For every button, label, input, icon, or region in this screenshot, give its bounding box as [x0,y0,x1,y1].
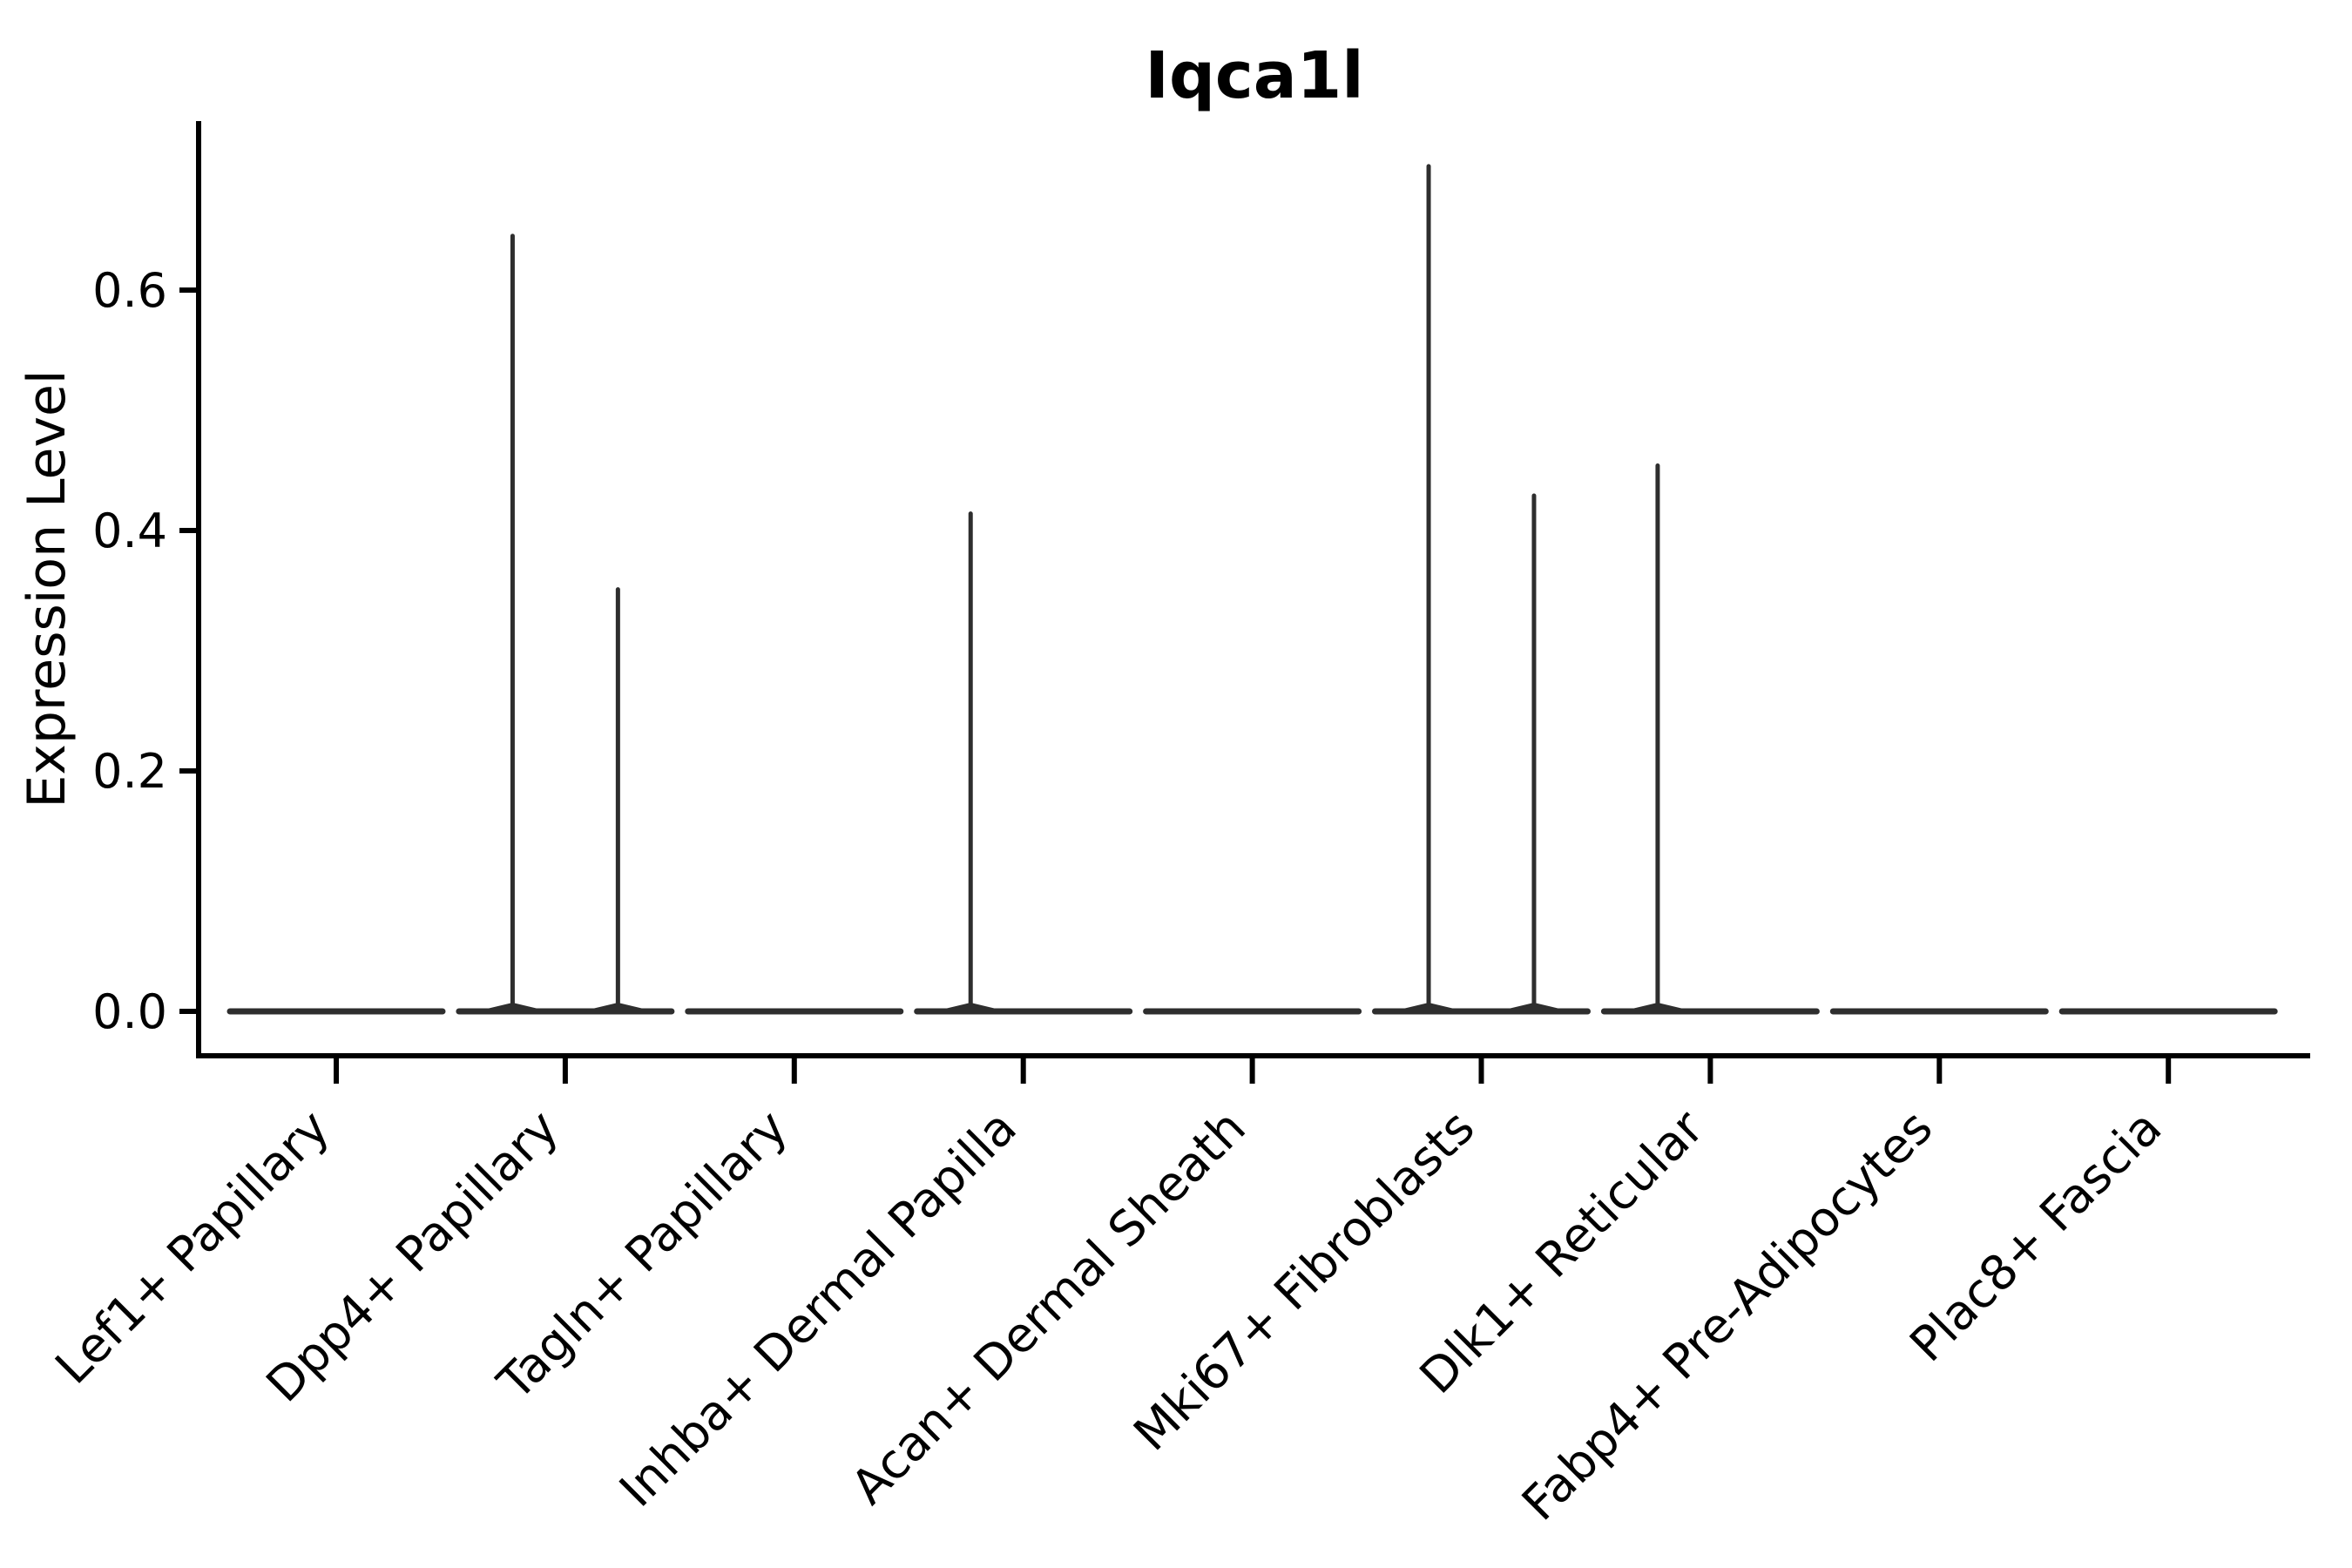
y-tick-label: 0.6 [92,263,167,318]
violin [1600,463,1820,1015]
x-tick-label: Acan+ Dermal Sheath [841,1099,1256,1515]
y-axis-label: Expression Level [17,369,78,808]
y-tick-label: 0.2 [92,744,167,799]
violin [456,233,675,1015]
y-tick-label: 0.4 [92,504,167,558]
y-axis-ticks: 0.0 0.2 0.4 0.6 [92,263,199,1039]
violin [1372,164,1591,1015]
y-tick-label: 0.0 [92,984,167,1039]
x-tick-label: Fabp4+ Pre-Adipocytes [1511,1099,1943,1531]
violins [226,164,2278,1015]
violin [914,511,1133,1015]
x-tick-label: Inhba+ Dermal Papilla [609,1099,1027,1517]
chart-title: Iqca1l [1145,38,1363,113]
